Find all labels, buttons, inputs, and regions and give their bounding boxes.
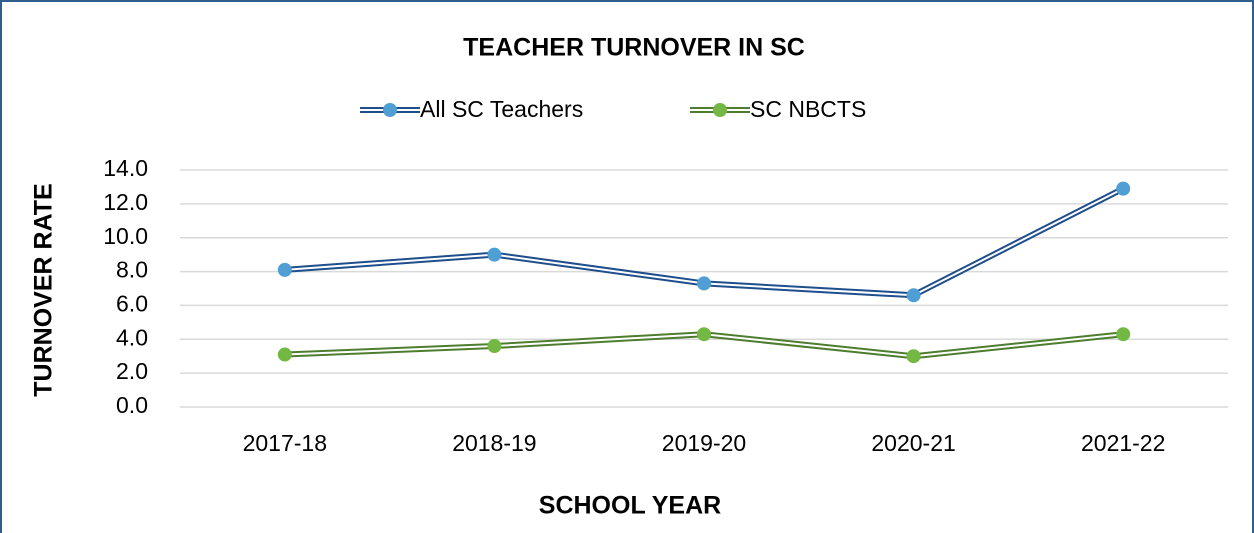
y-tick-label: 14.0: [103, 155, 148, 181]
y-tick-label: 8.0: [116, 257, 148, 283]
data-point: [277, 262, 292, 277]
y-tick-label: 12.0: [103, 189, 148, 215]
chart-title: TEACHER TURNOVER IN SC: [463, 34, 805, 62]
y-tick-label: 2.0: [116, 358, 148, 384]
x-axis-label: SCHOOL YEAR: [539, 492, 721, 520]
data-point: [487, 339, 502, 354]
y-axis-label: TURNOVER RATE: [30, 183, 58, 396]
y-tick-label: 0.0: [116, 392, 148, 418]
legend-label: All SC Teachers: [420, 96, 583, 122]
data-point: [697, 276, 711, 291]
y-tick-label: 6.0: [116, 291, 148, 317]
data-point: [1116, 327, 1131, 342]
y-tick-label: 4.0: [116, 324, 148, 350]
legend-label: SC NBCTS: [750, 96, 866, 122]
y-tick-label: 10.0: [103, 223, 148, 249]
x-tick-label: 2021-22: [1081, 430, 1165, 456]
legend-marker: [383, 103, 397, 117]
data-point: [697, 327, 711, 342]
x-tick-label: 2019-20: [662, 430, 746, 456]
legend-marker: [713, 103, 727, 117]
data-point: [906, 349, 921, 364]
data-point: [906, 288, 921, 303]
data-point: [1116, 181, 1131, 196]
data-point: [277, 347, 292, 362]
x-tick-label: 2018-19: [452, 430, 536, 456]
x-tick-label: 2017-18: [243, 430, 327, 456]
x-tick-label: 2020-21: [871, 430, 955, 456]
data-point: [487, 247, 502, 262]
